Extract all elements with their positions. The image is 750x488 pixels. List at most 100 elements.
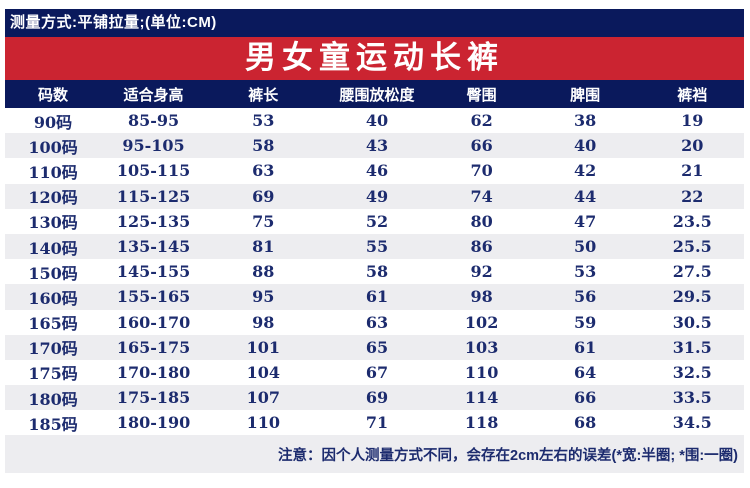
column-header: 腰围放松度 bbox=[320, 80, 434, 108]
table-cell: 90码 bbox=[33, 112, 73, 132]
table-row: 130码 125-135 75 52 80 47 23.5 bbox=[5, 208, 744, 234]
table-cell: 40 bbox=[573, 136, 597, 156]
table-cell: 160-170 bbox=[116, 312, 191, 332]
table-cell: 95 bbox=[252, 287, 275, 307]
table-cell: 40 bbox=[365, 111, 389, 131]
table-cell: 155-165 bbox=[116, 287, 191, 307]
table-cell: 46 bbox=[365, 161, 389, 181]
table-cell: 61 bbox=[573, 337, 597, 357]
table-cell: 32.5 bbox=[672, 362, 712, 382]
table-cell: 69 bbox=[365, 388, 389, 408]
table-cell: 62 bbox=[470, 111, 493, 131]
table-cell: 30.5 bbox=[672, 312, 712, 332]
table-cell: 29.5 bbox=[672, 287, 712, 307]
table-cell: 27.5 bbox=[672, 262, 712, 282]
table-cell: 67 bbox=[365, 362, 389, 382]
table-row: 175码 170-180 104 67 110 64 32.5 bbox=[5, 359, 744, 386]
measurement-method-text: 测量方式:平铺拉量;(单位:CM) bbox=[10, 14, 217, 31]
table-cell: 66 bbox=[470, 136, 493, 156]
table-cell: 85-95 bbox=[127, 111, 180, 131]
table-cell: 25.5 bbox=[672, 237, 712, 257]
table-cell: 98 bbox=[252, 312, 275, 332]
table-cell: 58 bbox=[365, 262, 389, 282]
table-row: 185码 180-190 110 71 118 68 34.5 bbox=[5, 410, 744, 436]
table-cell: 114 bbox=[464, 388, 499, 408]
table-cell: 56 bbox=[573, 287, 597, 307]
table-row: 160码 155-165 95 61 98 56 29.5 bbox=[5, 284, 744, 310]
table-cell: 19 bbox=[681, 111, 704, 131]
table-cell: 150码 bbox=[28, 263, 78, 283]
table-cell: 23.5 bbox=[672, 211, 712, 231]
table-cell: 22 bbox=[681, 186, 704, 206]
table-cell: 118 bbox=[464, 413, 499, 433]
product-title: 男女童运动长裤 bbox=[245, 40, 504, 76]
column-header: 适合身高 bbox=[101, 80, 206, 108]
table-cell: 74 bbox=[470, 186, 493, 206]
column-header: 臀围 bbox=[433, 80, 530, 108]
table-cell: 65 bbox=[365, 337, 389, 357]
table-cell: 86 bbox=[470, 237, 493, 257]
table-cell: 70 bbox=[470, 161, 493, 181]
column-header: 裤裆 bbox=[640, 80, 744, 108]
table-cell: 81 bbox=[252, 237, 275, 257]
table-cell: 20 bbox=[681, 136, 704, 156]
table-cell: 175码 bbox=[28, 364, 78, 384]
product-title-banner: 男女童运动长裤 bbox=[5, 37, 744, 80]
table-cell: 63 bbox=[365, 312, 389, 332]
table-cell: 110 bbox=[464, 362, 499, 382]
table-cell: 34.5 bbox=[672, 413, 712, 433]
table-cell: 145-155 bbox=[116, 262, 191, 282]
table-cell: 55 bbox=[365, 237, 389, 257]
table-cell: 80 bbox=[470, 211, 493, 231]
table-cell: 170-180 bbox=[116, 362, 191, 382]
table-cell: 50 bbox=[573, 237, 597, 257]
table-cell: 71 bbox=[365, 413, 389, 433]
table-cell: 140码 bbox=[28, 238, 78, 258]
table-cell: 58 bbox=[252, 136, 275, 156]
table-cell: 47 bbox=[573, 211, 597, 231]
table-cell: 185码 bbox=[28, 414, 78, 434]
table-cell: 110 bbox=[246, 413, 280, 433]
table-cell: 115-125 bbox=[116, 186, 191, 206]
column-header: 裤长 bbox=[206, 80, 321, 108]
table-row: 110码 105-115 63 46 70 42 21 bbox=[5, 158, 744, 184]
table-cell: 135-145 bbox=[116, 237, 191, 257]
table-row: 140码 135-145 81 55 86 50 25.5 bbox=[5, 233, 744, 260]
table-cell: 98 bbox=[470, 287, 493, 307]
table-cell: 68 bbox=[573, 413, 597, 433]
table-cell: 33.5 bbox=[672, 388, 712, 408]
table-cell: 100码 bbox=[28, 137, 78, 157]
table-row: 180码 175-185 107 69 114 66 33.5 bbox=[5, 385, 744, 411]
table-row: 150码 145-155 88 58 92 53 27.5 bbox=[5, 259, 744, 285]
table-cell: 170码 bbox=[28, 339, 78, 359]
measurement-method-bar: 测量方式:平铺拉量;(单位:CM) bbox=[5, 9, 744, 37]
table-cell: 130码 bbox=[28, 213, 78, 233]
table-cell: 53 bbox=[573, 262, 597, 282]
table-row: 120码 115-125 69 49 74 44 22 bbox=[5, 183, 744, 209]
size-table: 码数 适合身高 裤长 腰围放松度 臀围 脾围 裤裆 90码 85-95 53 40 62 38 19 10… bbox=[5, 80, 744, 436]
table-cell: 95-105 bbox=[122, 136, 185, 156]
table-cell: 31.5 bbox=[672, 337, 712, 357]
table-cell: 104 bbox=[246, 362, 280, 382]
note-row: 注意：因个人测量方式不同，会存在2cm左右的误差(*宽:半圈; *围:一圈) bbox=[5, 435, 744, 474]
table-cell: 59 bbox=[573, 312, 597, 332]
size-table-body: 90码 85-95 53 40 62 38 19 100码 95-105 58 43 66 40 20 11… bbox=[5, 108, 744, 436]
table-cell: 44 bbox=[573, 186, 597, 206]
table-cell: 165-175 bbox=[116, 337, 191, 357]
table-cell: 180码 bbox=[28, 389, 78, 409]
table-cell: 43 bbox=[365, 136, 389, 156]
note-text: 注意：因个人测量方式不同，会存在2cm左右的误差(*宽:半圈; *围:一圈) bbox=[278, 447, 738, 464]
column-header: 脾围 bbox=[529, 80, 641, 108]
table-cell: 110码 bbox=[28, 162, 78, 182]
table-cell: 52 bbox=[365, 211, 389, 231]
table-cell: 180-190 bbox=[116, 413, 191, 433]
table-cell: 61 bbox=[365, 287, 389, 307]
table-cell: 75 bbox=[252, 211, 275, 231]
table-cell: 175-185 bbox=[116, 388, 191, 408]
table-cell: 63 bbox=[252, 161, 275, 181]
table-cell: 125-135 bbox=[116, 211, 191, 231]
size-table-header: 码数 适合身高 裤长 腰围放松度 臀围 脾围 裤裆 bbox=[5, 80, 744, 108]
table-cell: 120码 bbox=[28, 188, 78, 208]
table-cell: 102 bbox=[464, 312, 499, 332]
table-cell: 21 bbox=[681, 161, 704, 181]
